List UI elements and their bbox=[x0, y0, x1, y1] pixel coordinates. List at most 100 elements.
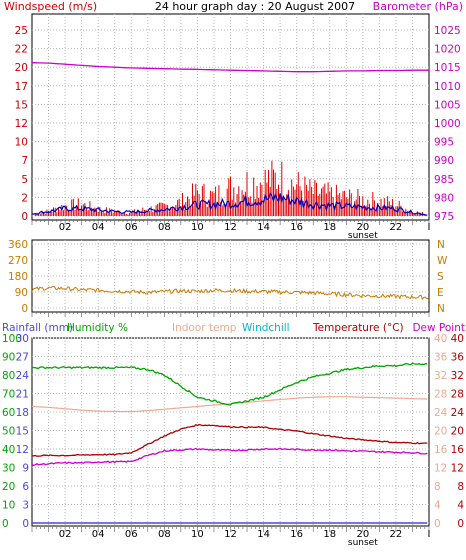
rain-tick-label: 12 bbox=[16, 444, 29, 456]
compass-tick-label: E bbox=[437, 287, 444, 299]
legend-rainfall: Rainfall (mm) bbox=[2, 322, 73, 334]
x-tick-label: 18 bbox=[323, 529, 336, 540]
x-tick-label: 16 bbox=[290, 529, 303, 540]
indoor-temp-tick-label: 32 bbox=[434, 370, 447, 382]
barometer-tick-label: 1010 bbox=[434, 81, 461, 93]
wind-tick-label: 2 bbox=[21, 192, 28, 204]
x-tick-label: 02 bbox=[59, 529, 72, 540]
rain-tick-label: 30 bbox=[16, 333, 29, 345]
dew-point-line bbox=[31, 447, 428, 466]
chart-title: 24 hour graph day : 20 August 2007 bbox=[155, 0, 355, 13]
x-tick-label: 04 bbox=[92, 222, 105, 233]
humidity-tick-label: 80 bbox=[2, 370, 15, 382]
wind-tick-label: 10 bbox=[15, 137, 28, 149]
temperature-tick-label: 28 bbox=[451, 389, 464, 401]
wind-direction-line bbox=[31, 285, 430, 301]
temperature-tick-label: 24 bbox=[451, 407, 465, 419]
x-tick-label: 04 bbox=[92, 529, 105, 540]
temperature-tick-label: 32 bbox=[451, 370, 464, 382]
wind-average-line bbox=[31, 191, 428, 216]
direction-tick-label: 360 bbox=[8, 239, 28, 251]
x-tick-label: 06 bbox=[125, 222, 138, 233]
x-tick-label: 10 bbox=[191, 529, 204, 540]
wind-tick-label: 12 bbox=[15, 118, 28, 130]
direction-tick-label: 180 bbox=[8, 271, 28, 283]
humidity-line bbox=[31, 362, 428, 406]
wind-tick-label: 25 bbox=[15, 25, 28, 37]
series-layer bbox=[31, 62, 430, 524]
x-tick-label: 20 bbox=[356, 222, 369, 233]
barometer-tick-label: 990 bbox=[434, 155, 454, 167]
wind-tick-label: 20 bbox=[15, 62, 28, 74]
rain-tick-label: 27 bbox=[16, 352, 29, 364]
indoor-temp-tick-label: 24 bbox=[434, 407, 448, 419]
x-tick-label: I bbox=[428, 222, 431, 233]
indoor-temp-tick-label: 12 bbox=[434, 463, 447, 475]
x-tick-label: 16 bbox=[290, 222, 303, 233]
humidity-tick-label: 40 bbox=[2, 444, 15, 456]
indoor-temp-line bbox=[31, 396, 428, 413]
compass-tick-label: N bbox=[437, 303, 445, 315]
humidity-tick-label: 90 bbox=[2, 352, 15, 364]
legend-dew-point: Dew Point bbox=[412, 322, 465, 334]
humidity-tick-label: 50 bbox=[2, 426, 15, 438]
rain-tick-label: 15 bbox=[16, 426, 29, 438]
rain-tick-label: 9 bbox=[22, 463, 29, 475]
legend-temperature: Temperature (°C) bbox=[312, 322, 404, 334]
humidity-tick-label: 30 bbox=[2, 463, 15, 475]
rain-tick-label: 21 bbox=[16, 389, 29, 401]
x-tick-label: 06 bbox=[125, 529, 138, 540]
barometer-tick-label: 1020 bbox=[434, 44, 461, 56]
wind-axis-title: Windspeed (m/s) bbox=[4, 0, 97, 13]
wind-tick-label: 22 bbox=[15, 44, 28, 56]
barometer-tick-label: 1025 bbox=[434, 25, 461, 37]
sunset-marker: sunset bbox=[348, 231, 378, 241]
humidity-tick-label: 10 bbox=[2, 500, 15, 512]
x-tick-label: 12 bbox=[224, 529, 237, 540]
temperature-line bbox=[31, 423, 428, 457]
indoor-temp-tick-label: 8 bbox=[434, 481, 441, 493]
x-tick-label: 20 bbox=[356, 529, 369, 540]
sunset-marker: sunset bbox=[348, 538, 378, 548]
wind-tick-label: 7 bbox=[21, 155, 28, 167]
direction-tick-label: 0 bbox=[21, 303, 28, 315]
barometer-tick-label: 975 bbox=[434, 211, 454, 223]
x-tick-label: 22 bbox=[390, 529, 403, 540]
temperature-tick-label: 0 bbox=[457, 518, 464, 530]
x-tick-label: I bbox=[428, 529, 431, 540]
temperature-tick-label: 8 bbox=[457, 481, 464, 493]
direction-tick-label: 90 bbox=[15, 287, 28, 299]
humidity-tick-label: 60 bbox=[2, 407, 15, 419]
x-tick-label: 08 bbox=[158, 222, 171, 233]
indoor-temp-tick-label: 20 bbox=[434, 426, 447, 438]
indoor-temp-tick-label: 4 bbox=[434, 500, 441, 512]
humidity-tick-label: 70 bbox=[2, 389, 15, 401]
rain-tick-label: 6 bbox=[22, 481, 29, 493]
indoor-temp-tick-label: 28 bbox=[434, 389, 447, 401]
temperature-tick-label: 16 bbox=[451, 444, 465, 456]
wind-tick-label: 0 bbox=[21, 211, 28, 223]
indoor-temp-tick-label: 40 bbox=[434, 333, 447, 345]
x-tick-label: 10 bbox=[191, 222, 204, 233]
compass-tick-label: N bbox=[437, 239, 445, 251]
wind-tick-label: 15 bbox=[15, 99, 28, 111]
x-tick-label: 12 bbox=[224, 222, 237, 233]
compass-tick-label: W bbox=[437, 255, 448, 267]
x-tick-label: 14 bbox=[257, 222, 270, 233]
temperature-tick-label: 40 bbox=[451, 333, 464, 345]
direction-tick-label: 270 bbox=[8, 255, 28, 267]
rain-tick-label: 0 bbox=[22, 518, 29, 530]
temperature-tick-label: 12 bbox=[451, 463, 464, 475]
x-tick-label: 18 bbox=[323, 222, 336, 233]
legend-humidity: Humidity % bbox=[67, 322, 128, 334]
tick-label-layer: 0257101215172022259759809859909951000100… bbox=[2, 25, 464, 548]
rain-tick-label: 18 bbox=[16, 407, 29, 419]
barometer-tick-label: 985 bbox=[434, 174, 454, 186]
barometer-tick-label: 1015 bbox=[434, 62, 461, 74]
rain-tick-label: 3 bbox=[22, 500, 29, 512]
indoor-temp-tick-label: 0 bbox=[434, 518, 441, 530]
x-tick-label: 02 bbox=[59, 222, 72, 233]
x-tick-label: 14 bbox=[257, 529, 270, 540]
